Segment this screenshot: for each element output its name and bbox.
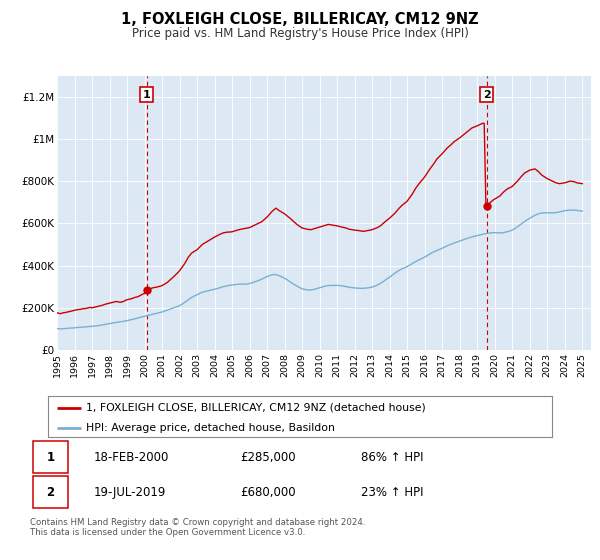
Text: 1, FOXLEIGH CLOSE, BILLERICAY, CM12 9NZ (detached house): 1, FOXLEIGH CLOSE, BILLERICAY, CM12 9NZ … <box>86 403 425 413</box>
Text: 2: 2 <box>483 90 491 100</box>
Text: 23% ↑ HPI: 23% ↑ HPI <box>361 486 424 498</box>
Text: 86% ↑ HPI: 86% ↑ HPI <box>361 451 424 464</box>
Text: 2: 2 <box>46 486 55 498</box>
Text: £680,000: £680,000 <box>240 486 295 498</box>
Text: 1: 1 <box>46 451 55 464</box>
Text: Price paid vs. HM Land Registry's House Price Index (HPI): Price paid vs. HM Land Registry's House … <box>131 27 469 40</box>
Text: Contains HM Land Registry data © Crown copyright and database right 2024.
This d: Contains HM Land Registry data © Crown c… <box>30 518 365 538</box>
Text: 1, FOXLEIGH CLOSE, BILLERICAY, CM12 9NZ: 1, FOXLEIGH CLOSE, BILLERICAY, CM12 9NZ <box>121 12 479 27</box>
Text: HPI: Average price, detached house, Basildon: HPI: Average price, detached house, Basi… <box>86 423 335 433</box>
Text: £285,000: £285,000 <box>240 451 295 464</box>
FancyBboxPatch shape <box>34 441 68 473</box>
Text: 18-FEB-2000: 18-FEB-2000 <box>94 451 169 464</box>
Text: 1: 1 <box>143 90 151 100</box>
FancyBboxPatch shape <box>34 476 68 508</box>
Text: 19-JUL-2019: 19-JUL-2019 <box>94 486 166 498</box>
